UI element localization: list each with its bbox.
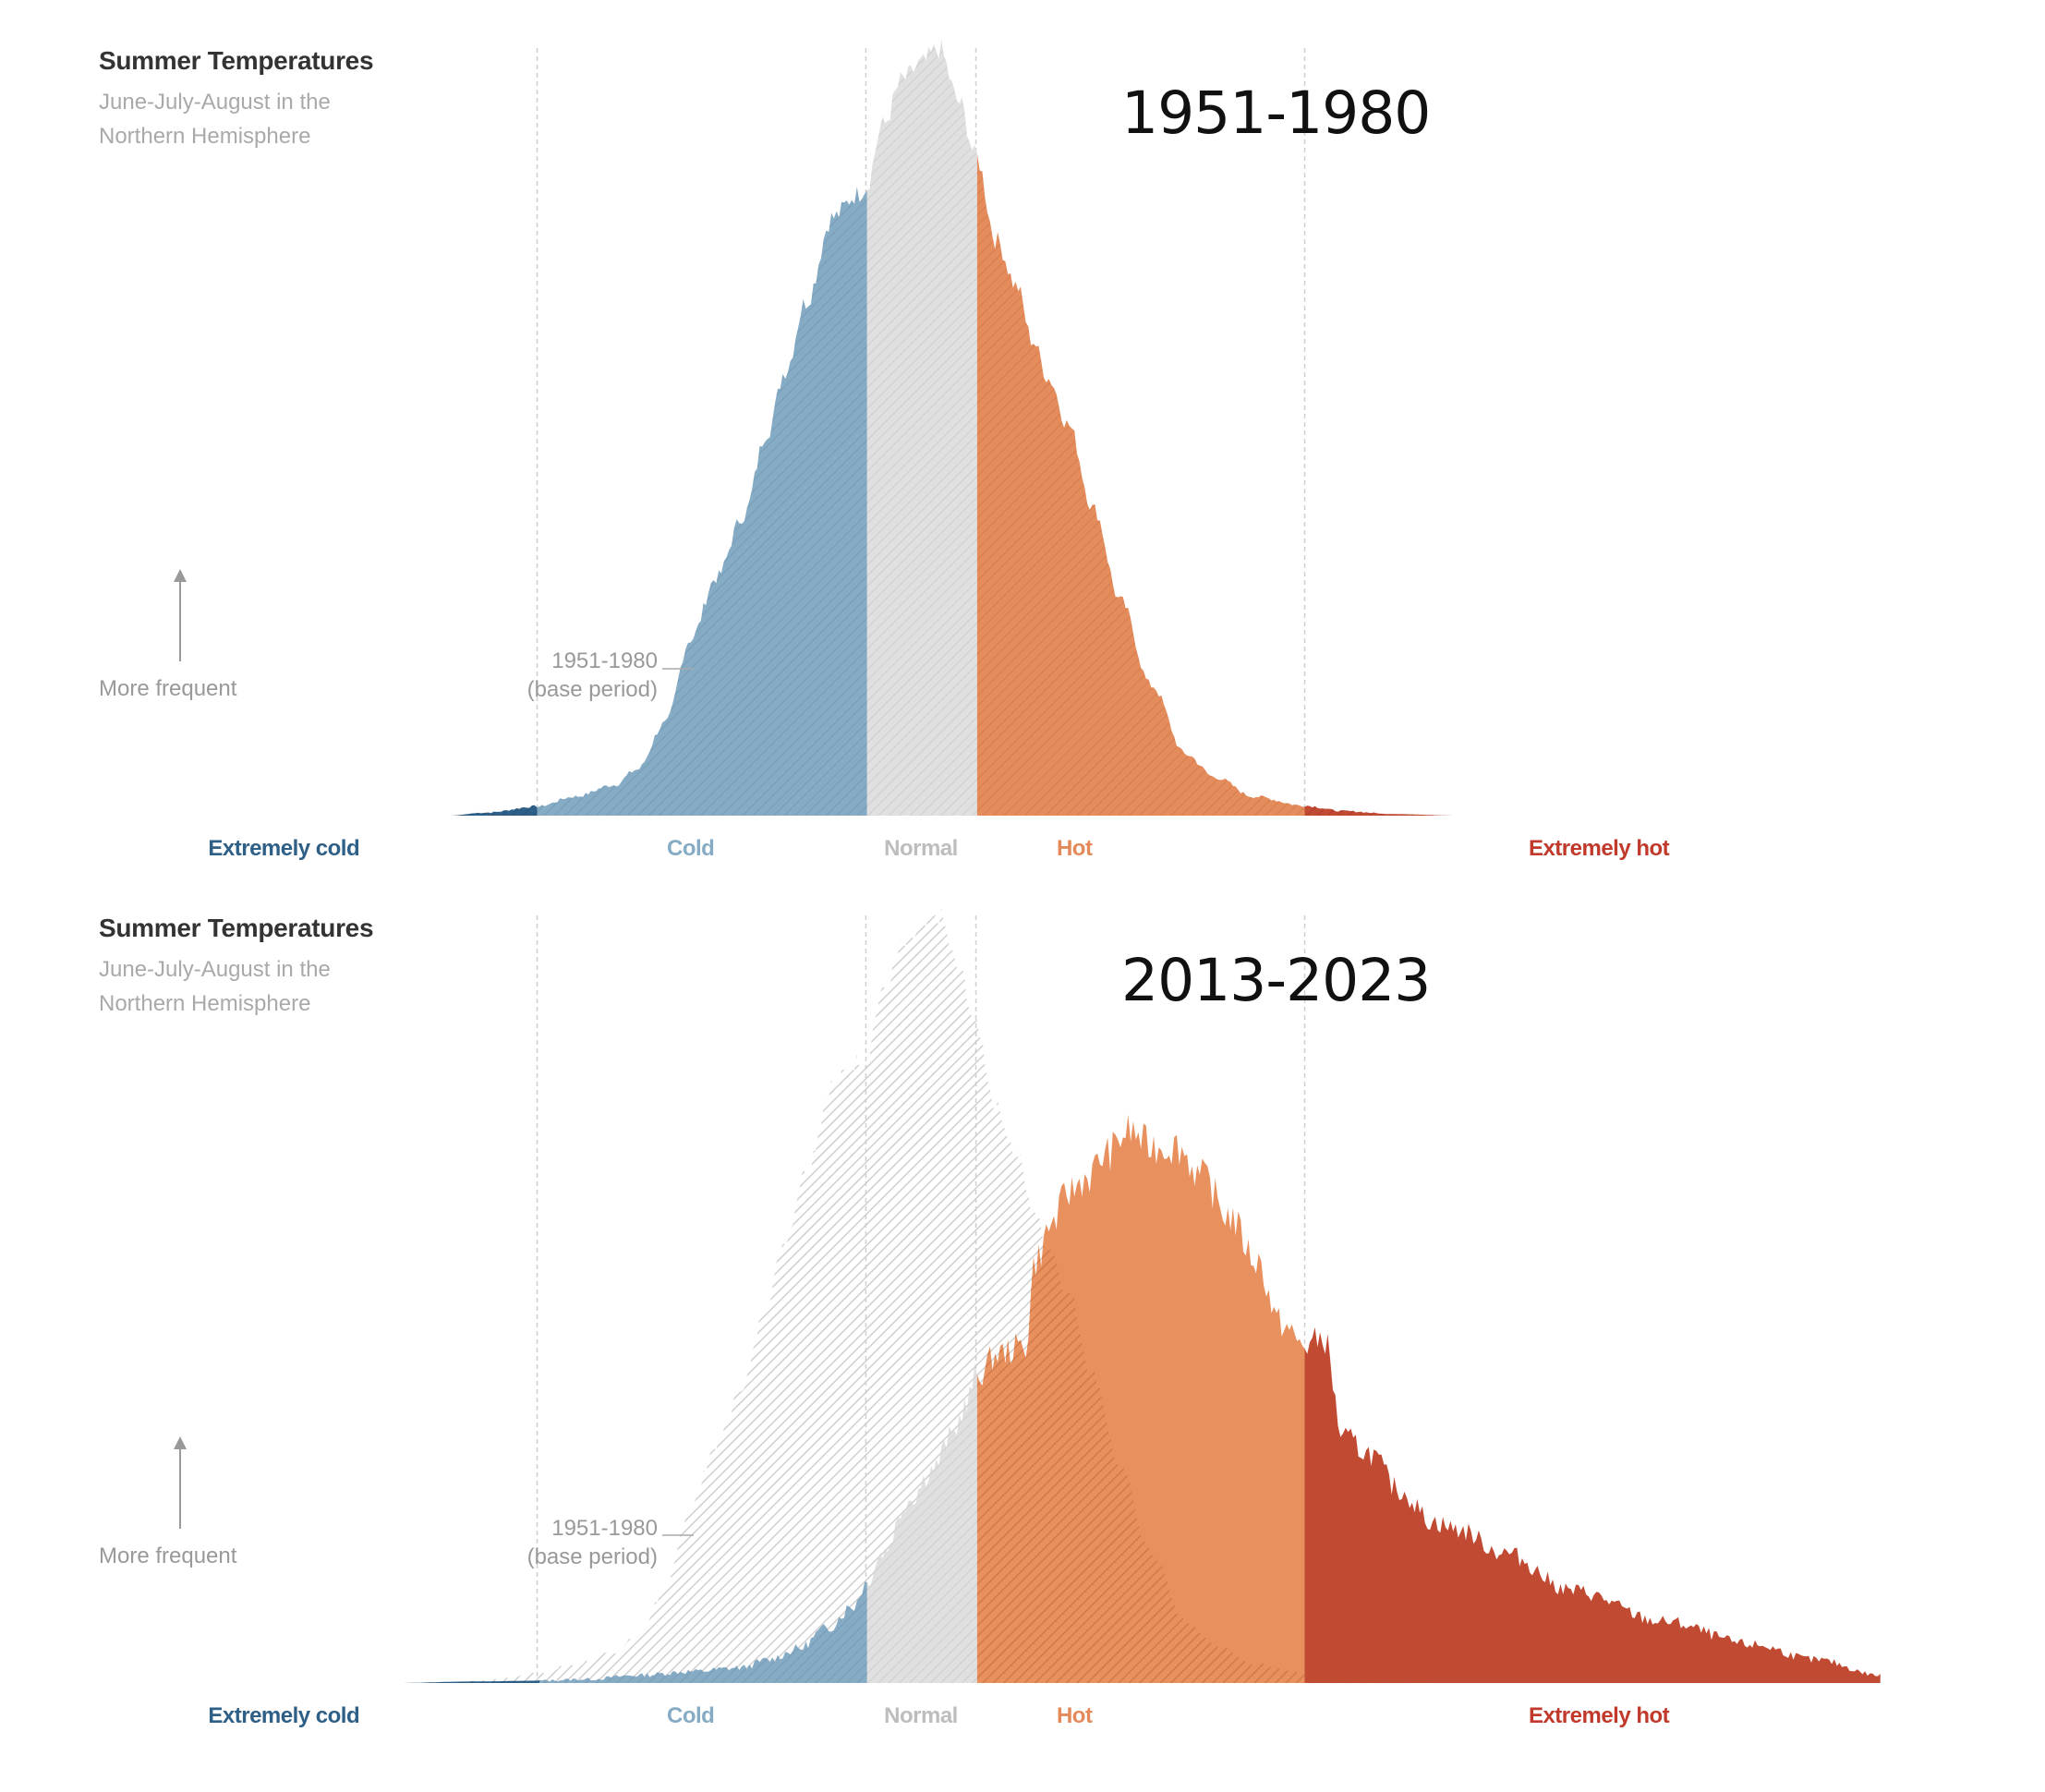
category-label-extremely-hot: Extremely hot — [1528, 1703, 1670, 1728]
category-label-normal: Normal — [884, 836, 958, 861]
category-label-extremely-cold: Extremely cold — [208, 1703, 360, 1728]
up-arrow-icon — [172, 569, 188, 661]
base-period-caption: (base period) — [526, 1544, 658, 1569]
base-period-years: 1951-1980 — [551, 648, 658, 673]
area-extremely-hot — [1304, 805, 1458, 816]
category-label-extremely-cold: Extremely cold — [208, 836, 360, 861]
category-label-hot: Hot — [1056, 1703, 1093, 1728]
chart-title: Summer Temperatures — [99, 914, 374, 942]
base-period-annotation: 1951-1980 (base period) — [527, 647, 658, 704]
area-extremely-hot — [1304, 1326, 1881, 1683]
y-axis-note: More frequent — [99, 676, 237, 701]
distribution-chart — [447, 40, 1458, 816]
area-extremely-cold — [396, 1679, 540, 1683]
area-hot — [976, 153, 1308, 816]
chart-subtitle: June-July-August in the Northern Hemisph… — [99, 952, 394, 1021]
period-label: 2013-2023 — [1121, 947, 1431, 1014]
category-label-cold: Cold — [667, 836, 715, 861]
area-overlap-base-period — [976, 1114, 1458, 1683]
chart-subtitle: June-July-August in the Northern Hemisph… — [99, 85, 394, 153]
area-cold — [539, 1581, 867, 1683]
area-cold — [537, 187, 867, 816]
area-normal — [866, 1363, 977, 1683]
base-period-annotation: 1951-1980 (base period) — [527, 1514, 658, 1571]
base-period-caption: (base period) — [526, 677, 658, 702]
subtitle-line: Northern Hemisphere — [99, 124, 311, 149]
up-arrow-icon — [172, 1436, 188, 1529]
category-label-cold: Cold — [667, 1703, 715, 1728]
area-normal — [866, 40, 977, 816]
period-label: 1951-1980 — [1121, 79, 1431, 147]
chart-panel-1951-1980: Summer Temperatures June-July-August in … — [0, 0, 2045, 867]
chart-panel-2013-2023: Summer Temperatures June-July-August in … — [0, 867, 2045, 1735]
subtitle-line: Northern Hemisphere — [99, 991, 311, 1016]
subtitle-line: June-July-August in the — [99, 90, 331, 115]
chart-title: Summer Temperatures — [99, 46, 374, 75]
y-axis-note: More frequent — [99, 1544, 237, 1568]
area-extremely-cold — [447, 805, 540, 816]
base-period-years: 1951-1980 — [551, 1516, 658, 1541]
category-label-extremely-hot: Extremely hot — [1528, 836, 1670, 861]
category-label-hot: Hot — [1056, 836, 1093, 861]
category-label-normal: Normal — [884, 1703, 958, 1728]
area-base-period — [447, 907, 1458, 1683]
subtitle-line: June-July-August in the — [99, 957, 331, 982]
distribution-chart — [396, 907, 1881, 1683]
